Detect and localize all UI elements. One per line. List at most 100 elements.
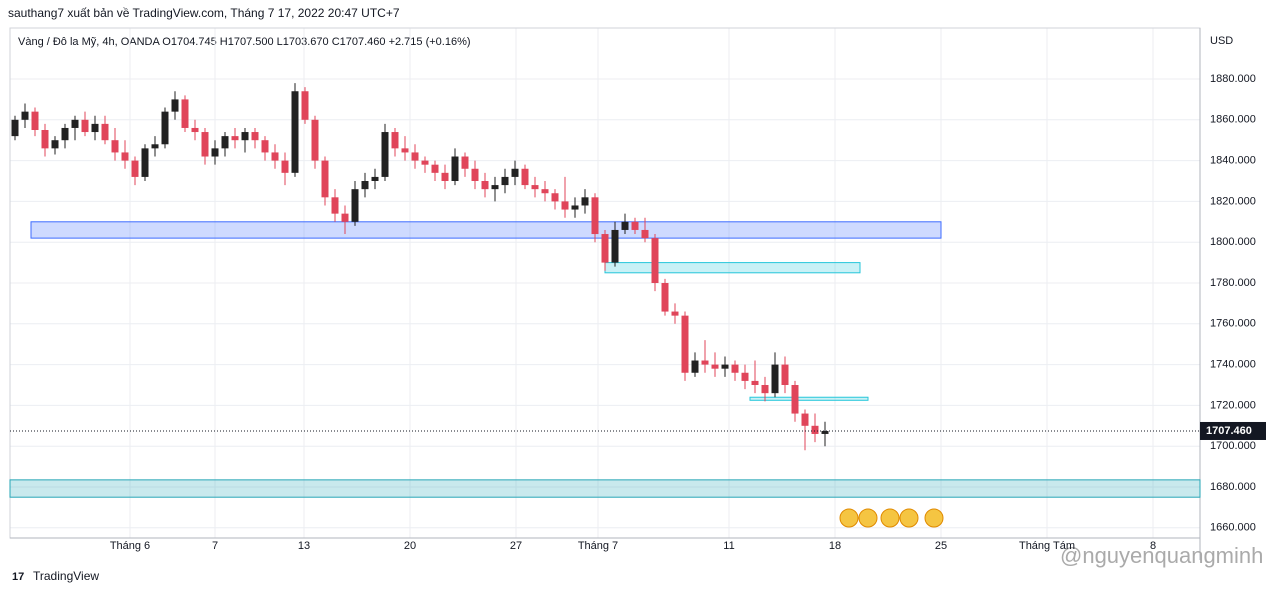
candle-body [31, 111, 39, 130]
candle-body [351, 189, 359, 222]
candle-body [91, 123, 99, 133]
candle-body [221, 136, 229, 149]
y-tick-label: 1840.000 [1210, 155, 1256, 167]
candle-body [721, 364, 729, 369]
candle-body [291, 91, 299, 173]
candle-body [41, 130, 49, 149]
candle-body [181, 99, 189, 128]
candle-body [731, 364, 739, 373]
candle-body [791, 385, 799, 414]
y-tick-label: 1700.000 [1210, 440, 1256, 452]
y-tick-label: 1820.000 [1210, 195, 1256, 207]
last-price-label: 1707.460 [1206, 425, 1252, 437]
candle-body [81, 119, 89, 133]
candle-body [681, 315, 689, 373]
candle-body [141, 148, 149, 177]
candle-body [761, 385, 769, 394]
candle-body [451, 156, 459, 181]
candle-body [411, 152, 419, 161]
y-tick-label: 1780.000 [1210, 277, 1256, 289]
candle-body [641, 229, 649, 239]
candle-body [811, 425, 819, 434]
y-tick-label: 1760.000 [1210, 318, 1256, 330]
candle-body [391, 132, 399, 149]
candle-body [431, 164, 439, 173]
candle-body [71, 119, 79, 128]
candle-body [261, 140, 269, 153]
candle-body [471, 168, 479, 181]
candle-body [111, 140, 119, 153]
candle-body [251, 132, 259, 141]
candle-body [501, 176, 509, 186]
candle-body [301, 91, 309, 120]
candle-body [571, 205, 579, 210]
legend: Vàng / Đô la Mỹ, 4h, OANDA O1704.745 H17… [18, 36, 471, 48]
candle-body [61, 127, 69, 141]
last-price-tag [1200, 421, 1266, 440]
candle-body [561, 201, 569, 210]
x-tick-label: 7 [212, 540, 218, 552]
candle-body [341, 213, 349, 222]
candle-body [231, 136, 239, 141]
zone [749, 396, 869, 401]
candle-body [701, 360, 709, 365]
candle-body [541, 189, 549, 194]
candle-body [441, 172, 449, 181]
candle-body [21, 111, 29, 120]
candle-body [371, 176, 379, 181]
candle-body [161, 111, 169, 145]
candle-body [101, 123, 109, 141]
x-tick-label: 20 [404, 540, 416, 552]
candle-body [551, 193, 559, 202]
candle-body [121, 152, 129, 161]
candle-body [311, 119, 319, 161]
candle-body [51, 140, 59, 149]
x-tick-label: Tháng 6 [110, 540, 150, 552]
candle-body [211, 148, 219, 157]
y-tick-label: 1680.000 [1210, 481, 1256, 493]
candle-body [631, 221, 639, 230]
candle-body [401, 148, 409, 153]
header: sauthang7 xuất bản về TradingView.com, T… [8, 6, 400, 20]
candle-body [661, 283, 669, 312]
candle-body [781, 364, 789, 385]
y-tick-label: 1740.000 [1210, 359, 1256, 371]
x-tick-label: 8 [1150, 540, 1156, 552]
candle-body [201, 132, 209, 157]
candle-body [331, 197, 339, 214]
logo: 17 [12, 571, 24, 583]
candle-body [521, 168, 529, 186]
candle-body [361, 181, 369, 190]
candle-body [11, 119, 19, 137]
x-tick-label: Tháng 7 [578, 540, 618, 552]
candle-body [651, 238, 659, 283]
x-tick-label: Tháng Tám [1019, 540, 1075, 552]
x-tick-label: 11 [723, 540, 734, 552]
candle-body [491, 185, 499, 190]
zone [30, 221, 942, 239]
candle-body [801, 413, 809, 426]
candle-body [691, 360, 699, 373]
x-tick-label: 25 [935, 540, 947, 552]
zone [604, 262, 861, 274]
candle-body [611, 229, 619, 263]
candle-body [481, 181, 489, 190]
candle-body [601, 234, 609, 263]
candle-body [131, 160, 139, 177]
y-tick-label: 1720.000 [1210, 399, 1256, 411]
candle-body [751, 380, 759, 385]
candle-body [151, 144, 159, 149]
event-icons [839, 508, 944, 528]
footer: TradingView [33, 569, 99, 583]
watermark: @nguyenquangminh [1060, 543, 1263, 568]
candle-body [711, 364, 719, 369]
candle-body [771, 364, 779, 394]
candle-body [321, 160, 329, 198]
y-tick-label: 1660.000 [1210, 522, 1256, 534]
candle-body [511, 168, 519, 177]
y-tick-label: 1880.000 [1210, 73, 1256, 85]
candle-body [171, 99, 179, 112]
candle-body [591, 197, 599, 235]
